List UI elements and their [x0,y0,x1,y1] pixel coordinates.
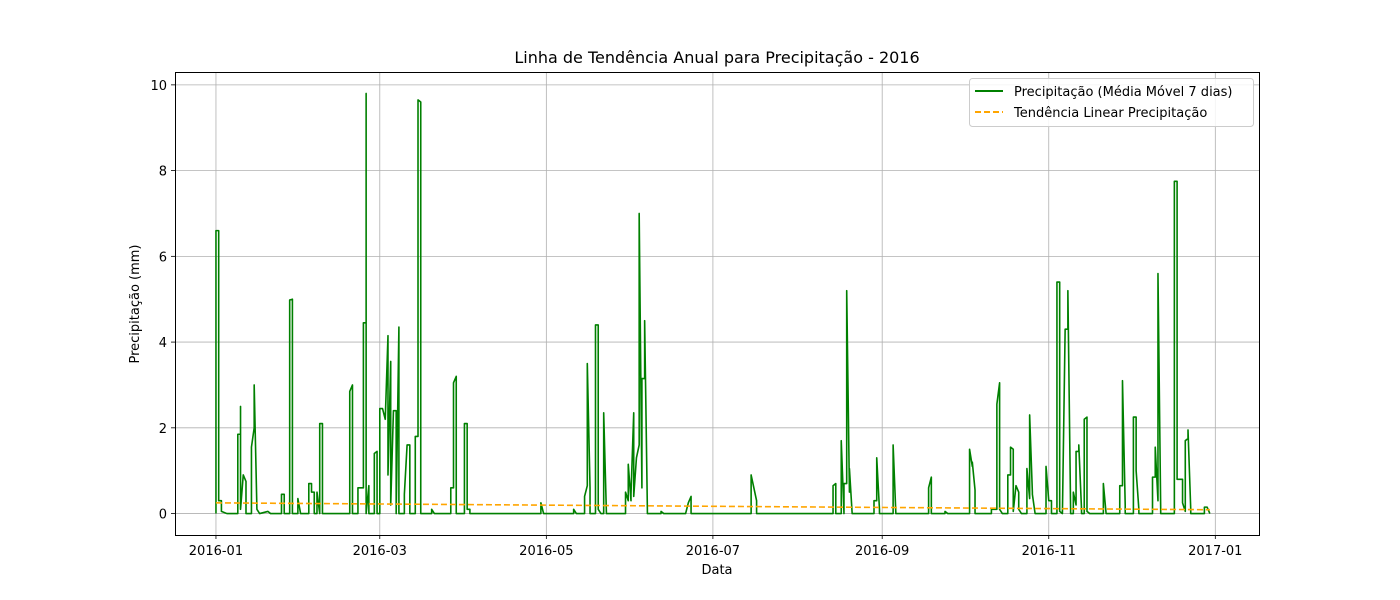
legend-box [969,78,1254,127]
y-axis-label: Precipitação (mm) [128,244,143,363]
x-tick-label: 2016-09 [855,544,909,559]
y-tick-label: 4 [159,336,167,351]
y-tick-label: 2 [159,422,167,437]
y-tick-label: 0 [159,508,167,523]
plot-series [215,92,1211,515]
y-tick-label: 6 [159,250,167,265]
x-axis-label: Data [701,563,732,578]
x-tick-label: 2016-03 [353,544,407,559]
chart-title: Linha de Tendência Anual para Precipitaç… [514,48,919,67]
x-tick-label: 2016-05 [519,544,573,559]
x-tick-label: 2017-01 [1188,544,1242,559]
x-tick-label: 2016-07 [686,544,740,559]
linear-trend-line [215,502,1210,511]
legend-label-trend: Tendência Linear Precipitação [1013,106,1207,121]
x-tick-label: 2016-11 [1022,544,1076,559]
x-axis-ticks: 2016-01 2016-03 2016-05 2016-07 2016-09 2016-… [189,535,1242,559]
precipitation-moving-average-line [215,92,1211,515]
plot-frame [175,72,1260,536]
x-tick-label: 2016-01 [189,544,243,559]
y-axis-ticks: 0 2 4 6 8 10 [150,79,175,523]
y-tick-label: 8 [159,165,167,180]
y-tick-label: 10 [150,79,167,94]
legend: Precipitação (Média Móvel 7 dias) Tendên… [969,78,1254,127]
legend-label-precipitation: Precipitação (Média Móvel 7 dias) [1014,85,1233,100]
